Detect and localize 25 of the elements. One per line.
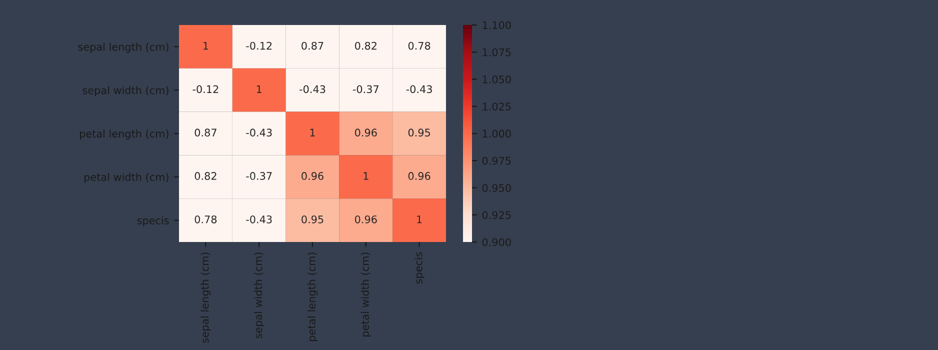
data-label: 1 xyxy=(204,42,208,50)
data-label: 0.96 xyxy=(354,128,377,137)
data-label: 0.82 xyxy=(354,42,376,50)
data-label: 0.78 xyxy=(408,42,430,50)
data-label: -0.43 xyxy=(246,128,272,137)
data-label: -0.43 xyxy=(246,215,272,224)
data-label: -0.12 xyxy=(246,42,272,50)
data-label: -0.12 xyxy=(192,85,218,94)
data-label: 0.96 xyxy=(302,172,324,180)
data-label: 0.96 xyxy=(354,215,377,224)
data-label: -0.37 xyxy=(246,172,272,180)
data-label: 0.95 xyxy=(408,128,430,137)
data-label: 1 xyxy=(310,128,315,136)
data-label: 0.78 xyxy=(194,215,217,224)
data-label: 1 xyxy=(364,172,368,180)
data-label: -0.37 xyxy=(352,85,378,94)
data-label: -0.43 xyxy=(406,85,432,94)
data-label: 0.95 xyxy=(302,215,324,224)
data-label: 1 xyxy=(417,216,422,224)
data-label: -0.43 xyxy=(300,85,326,94)
data-label: 0.96 xyxy=(408,172,430,180)
data-label: 0.82 xyxy=(194,172,216,180)
data-label: 0.87 xyxy=(302,42,324,50)
data-label: 0.87 xyxy=(194,128,216,137)
data-label: 1 xyxy=(256,85,262,93)
